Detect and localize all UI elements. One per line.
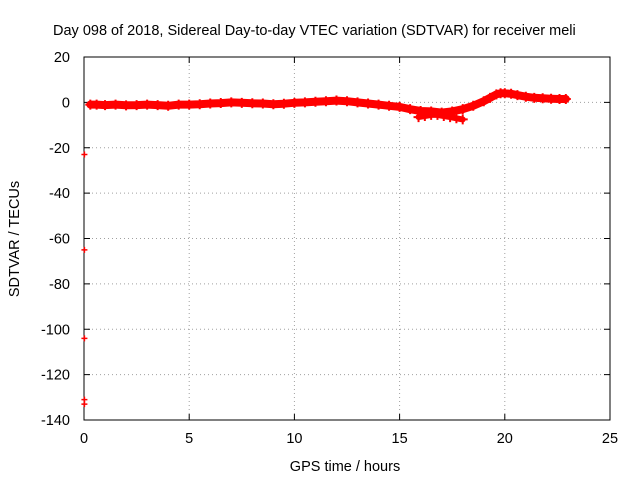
data-point	[163, 100, 174, 111]
data-point	[438, 110, 449, 121]
x-tick-label: 20	[497, 431, 513, 447]
x-tick-labels: 0 5 10 15 20 25	[80, 431, 618, 447]
data-point	[257, 98, 268, 109]
data-point	[268, 99, 279, 110]
data-point	[131, 100, 142, 111]
data-point	[205, 98, 216, 109]
data-point	[363, 98, 374, 109]
y-tick-label: -60	[49, 232, 70, 248]
data-point	[226, 97, 237, 108]
data-point	[384, 100, 395, 111]
data-point	[445, 112, 456, 123]
data-point	[331, 95, 342, 106]
series-band-0	[86, 89, 570, 117]
y-tick-label: 20	[54, 50, 70, 66]
data-point	[506, 88, 517, 99]
data-point	[342, 96, 352, 107]
grid	[84, 57, 610, 420]
data-point	[194, 99, 205, 110]
data-point	[320, 96, 331, 107]
data-point	[529, 92, 540, 103]
chart-title: Day 098 of 2018, Sidereal Day-to-day VTE…	[53, 23, 576, 39]
data-point	[419, 110, 430, 121]
x-tick-label: 25	[602, 431, 618, 447]
y-tick-label: -40	[49, 186, 70, 202]
y-tick-label: -120	[41, 368, 70, 384]
data-point	[394, 101, 405, 112]
data-point	[405, 104, 416, 115]
data-point	[173, 99, 184, 110]
data-point	[352, 97, 363, 108]
data-point	[215, 98, 226, 109]
y-tick-labels: -140 -120 -100 -80 -60 -40 -20 0 20	[41, 50, 70, 429]
data-point	[546, 93, 557, 104]
data-point	[299, 97, 310, 108]
outlier-point	[81, 151, 88, 158]
data-point	[310, 96, 321, 107]
y-axis-label: SDTVAR / TECUs	[7, 181, 23, 297]
plot-frame	[83, 56, 611, 421]
x-tick-label: 15	[392, 431, 408, 447]
data-point	[451, 113, 462, 124]
data-point	[247, 98, 258, 109]
x-tick-label: 5	[185, 431, 193, 447]
data-point	[468, 100, 479, 111]
data-point	[478, 96, 489, 107]
x-tick-label: 10	[286, 431, 302, 447]
data-point	[373, 99, 384, 110]
data-point	[152, 100, 163, 111]
data-point	[413, 112, 424, 123]
data-point	[512, 90, 523, 101]
data-point	[91, 99, 102, 110]
data-point	[236, 97, 247, 108]
x-axis-label: GPS time / hours	[290, 459, 400, 475]
outlier-point	[81, 335, 88, 342]
y-tick-label: -20	[49, 141, 70, 157]
data-point	[537, 93, 548, 104]
data-point	[520, 91, 531, 102]
data-point	[457, 104, 468, 115]
x-tick-label: 0	[80, 431, 88, 447]
ticks	[83, 56, 611, 421]
outlier-point	[81, 246, 88, 253]
y-tick-label: -80	[49, 277, 70, 293]
data-point	[485, 92, 496, 103]
y-tick-label: -100	[41, 322, 70, 338]
data-point	[289, 97, 300, 108]
outlier-point	[81, 401, 88, 408]
data-point	[184, 99, 195, 110]
data-point	[100, 100, 111, 111]
data-point	[110, 99, 121, 110]
y-tick-label: -140	[41, 413, 70, 429]
data-marks	[81, 88, 571, 408]
data-point	[142, 99, 153, 110]
data-point	[432, 109, 443, 120]
data-point	[278, 98, 289, 109]
data-point	[560, 93, 571, 104]
data-point	[457, 114, 468, 125]
y-tick-label: 0	[62, 95, 70, 111]
data-point	[121, 100, 132, 111]
